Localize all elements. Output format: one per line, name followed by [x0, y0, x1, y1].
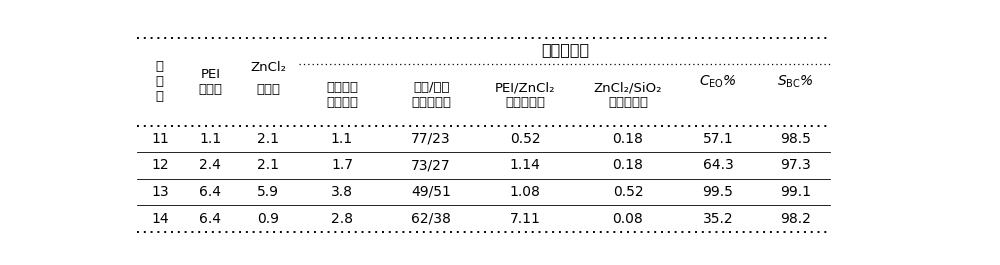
Text: 62/38: 62/38: [411, 211, 451, 226]
Text: 99.5: 99.5: [702, 185, 733, 199]
Text: 11: 11: [151, 132, 169, 146]
Text: $C_{\mathrm{EO}}$%: $C_{\mathrm{EO}}$%: [699, 74, 737, 90]
Text: 1.7: 1.7: [331, 158, 353, 173]
Text: 49/51: 49/51: [411, 185, 451, 199]
Text: 6.4: 6.4: [199, 185, 221, 199]
Text: 14: 14: [151, 211, 169, 226]
Text: 1.1: 1.1: [199, 132, 221, 146]
Text: （克）: （克）: [256, 83, 280, 96]
Text: 97.3: 97.3: [780, 158, 811, 173]
Text: 77/23: 77/23: [411, 132, 451, 146]
Text: 0.18: 0.18: [613, 132, 643, 146]
Text: 12: 12: [151, 158, 169, 173]
Text: 64.3: 64.3: [702, 158, 733, 173]
Text: 1.08: 1.08: [510, 185, 541, 199]
Text: 0.52: 0.52: [613, 185, 643, 199]
Text: 2.8: 2.8: [331, 211, 353, 226]
Text: 7.11: 7.11: [510, 211, 541, 226]
Text: 0.9: 0.9: [257, 211, 279, 226]
Text: 99.1: 99.1: [780, 185, 811, 199]
Text: 73/27: 73/27: [411, 158, 451, 173]
Text: 0.18: 0.18: [613, 158, 643, 173]
Text: 实
施
例: 实 施 例: [156, 60, 164, 103]
Text: 2.4: 2.4: [199, 158, 221, 173]
Text: 2.1: 2.1: [257, 132, 279, 146]
Text: 3.8: 3.8: [331, 185, 353, 199]
Text: 35.2: 35.2: [703, 211, 733, 226]
Text: 1.1: 1.1: [331, 132, 353, 146]
Text: 0.08: 0.08: [613, 211, 643, 226]
Text: 催化剂性质: 催化剂性质: [541, 42, 589, 57]
Text: 核相/壳相
（重量比）: 核相/壳相 （重量比）: [411, 81, 451, 109]
Text: 98.5: 98.5: [780, 132, 811, 146]
Text: 0.52: 0.52: [510, 132, 541, 146]
Text: 6.4: 6.4: [199, 211, 221, 226]
Text: $S_{\mathrm{BC}}$%: $S_{\mathrm{BC}}$%: [777, 74, 814, 90]
Text: 2.1: 2.1: [257, 158, 279, 173]
Text: 5.9: 5.9: [257, 185, 279, 199]
Text: PEI/ZnCl₂
（重量比）: PEI/ZnCl₂ （重量比）: [495, 81, 556, 109]
Text: 57.1: 57.1: [702, 132, 733, 146]
Text: ZnCl₂: ZnCl₂: [250, 61, 286, 74]
Text: 13: 13: [151, 185, 169, 199]
Text: PEI
（克）: PEI （克）: [198, 68, 222, 96]
Text: 壳相厚度
（纳米）: 壳相厚度 （纳米）: [326, 81, 358, 109]
Text: 1.14: 1.14: [510, 158, 541, 173]
Text: ZnCl₂/SiO₂
（重量比）: ZnCl₂/SiO₂ （重量比）: [594, 81, 662, 109]
Text: 98.2: 98.2: [780, 211, 811, 226]
